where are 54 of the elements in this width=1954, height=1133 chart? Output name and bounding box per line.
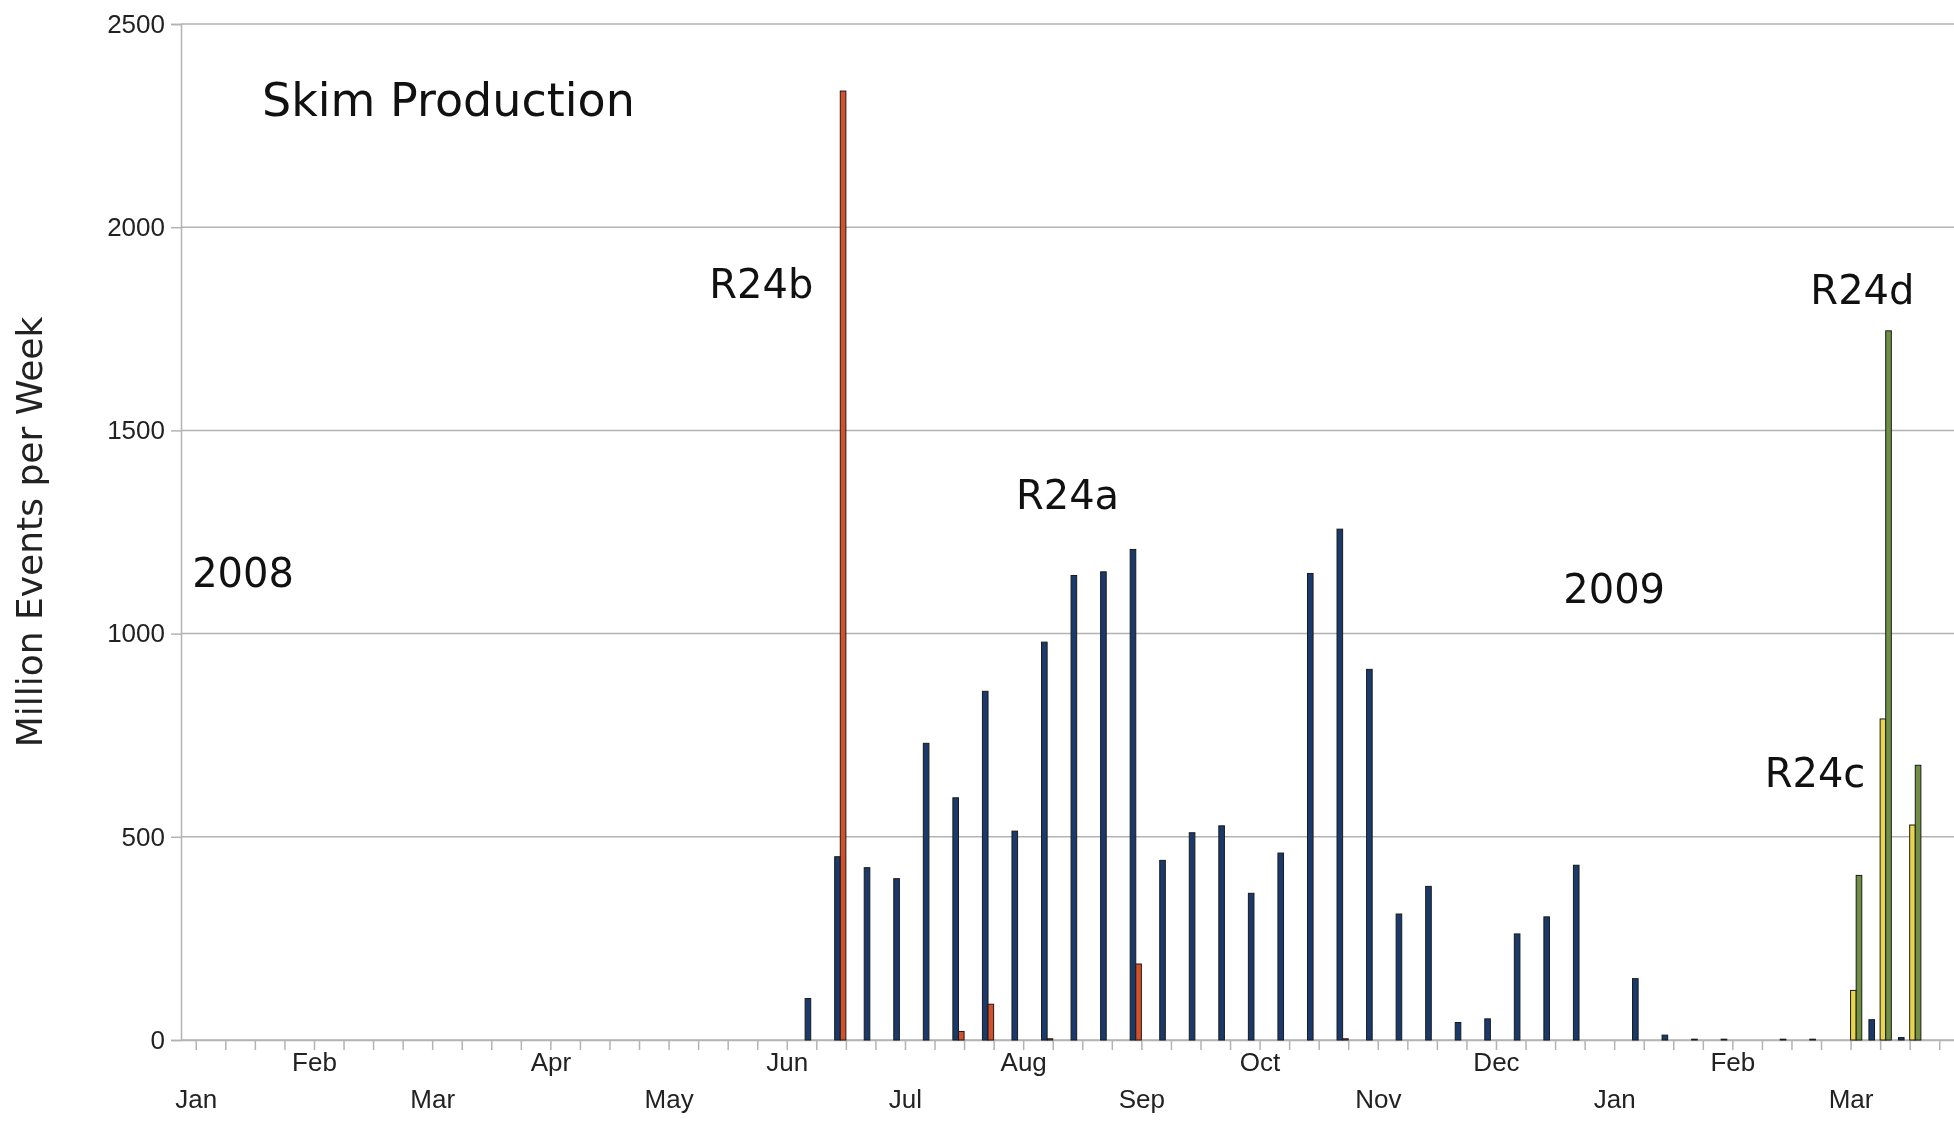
bar — [1572, 864, 1580, 1041]
y-tick-label: 500 — [121, 821, 165, 852]
bar — [1011, 830, 1019, 1041]
x-tick-label: Aug — [1000, 1047, 1047, 1078]
bar — [1897, 1037, 1905, 1041]
bar — [1218, 825, 1225, 1041]
bar — [1366, 668, 1373, 1041]
y-axis-title: Million Events per Week — [9, 316, 50, 748]
bar — [1454, 1022, 1462, 1041]
y-tick-label: 1500 — [107, 415, 165, 446]
x-tick-label: Nov — [1355, 1084, 1402, 1115]
x-tick-label: Mar — [410, 1084, 456, 1115]
x-tick-label: May — [644, 1084, 694, 1115]
x-tick-label: Mar — [1828, 1084, 1874, 1115]
bar — [863, 867, 871, 1041]
bar — [1159, 859, 1166, 1041]
bar — [1277, 852, 1285, 1041]
bar — [1306, 572, 1314, 1041]
bar — [1543, 916, 1550, 1041]
bar — [1070, 574, 1078, 1041]
bar — [1484, 1018, 1491, 1041]
y-tick-label: 2000 — [107, 212, 165, 243]
bar — [1632, 978, 1639, 1041]
y-tick-label: 0 — [150, 1024, 165, 1055]
bar — [1868, 1019, 1876, 1041]
x-tick-label: Oct — [1239, 1047, 1282, 1078]
bar — [1425, 885, 1432, 1041]
series-label: R24a — [1015, 472, 1120, 519]
x-tick-label: Jun — [766, 1047, 809, 1078]
x-tick-label: Jan — [1593, 1084, 1636, 1115]
annotation: 2008 — [192, 549, 294, 596]
bar — [1395, 913, 1403, 1041]
series-label: R24d — [1810, 267, 1915, 314]
x-tick-label: Feb — [292, 1047, 337, 1078]
x-tick-label: Jul — [888, 1084, 923, 1115]
bar — [1247, 892, 1255, 1041]
bar — [1513, 933, 1521, 1041]
series-label: R24b — [709, 261, 814, 308]
bar — [893, 878, 900, 1041]
annotation: 2009 — [1563, 565, 1666, 612]
bar — [804, 998, 812, 1041]
x-tick-label: Feb — [1710, 1047, 1756, 1078]
bar — [1100, 571, 1107, 1041]
x-tick-label: Apr — [530, 1047, 572, 1078]
y-tick-label: 2500 — [107, 8, 165, 39]
x-tick-label: Dec — [1473, 1047, 1520, 1078]
bar — [922, 742, 930, 1041]
text: Skim Production — [262, 73, 635, 127]
bar — [1188, 832, 1196, 1041]
x-tick-label: Sep — [1118, 1084, 1166, 1115]
series-label: R24c — [1764, 750, 1866, 797]
y-tick-label: 1000 — [107, 618, 165, 649]
x-tick-label: Jan — [175, 1084, 218, 1115]
bar — [1661, 1034, 1669, 1041]
